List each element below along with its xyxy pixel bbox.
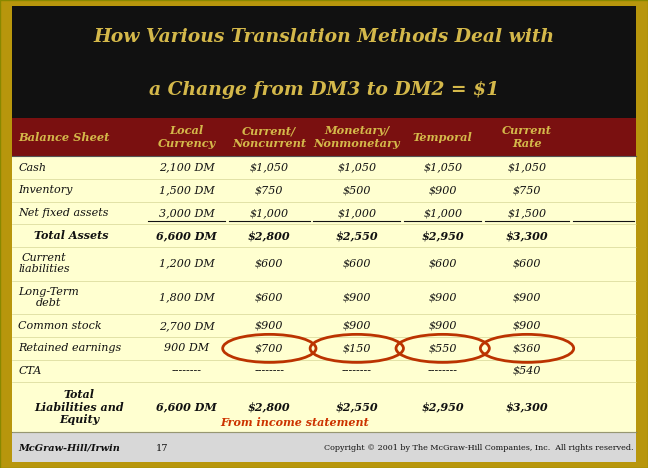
- Text: a Change from DM3 to DM2 = $1: a Change from DM3 to DM2 = $1: [149, 81, 499, 99]
- Text: $900: $900: [428, 292, 457, 302]
- Text: 1,500 DM: 1,500 DM: [159, 185, 214, 195]
- Text: Local
Currency: Local Currency: [157, 125, 216, 149]
- Text: $2,800: $2,800: [248, 402, 291, 413]
- Text: $1,000: $1,000: [337, 208, 376, 218]
- Text: $600: $600: [428, 259, 457, 269]
- Text: Inventory: Inventory: [18, 185, 73, 195]
- Text: $2,550: $2,550: [336, 230, 378, 241]
- Text: $2,550: $2,550: [336, 402, 378, 413]
- Text: Cash: Cash: [18, 163, 46, 173]
- Text: $1,000: $1,000: [249, 208, 289, 218]
- Text: $600: $600: [255, 292, 284, 302]
- Text: $900: $900: [428, 185, 457, 195]
- Text: Long-Term
debt: Long-Term debt: [18, 287, 79, 308]
- Text: $360: $360: [513, 344, 541, 353]
- Text: $600: $600: [513, 259, 541, 269]
- Text: Copyright © 2001 by The McGraw-Hill Companies, Inc.  All rights reserved.: Copyright © 2001 by The McGraw-Hill Comp…: [323, 445, 633, 453]
- Text: $1,050: $1,050: [507, 163, 546, 173]
- Text: Current/
Noncurrent: Current/ Noncurrent: [232, 125, 307, 149]
- Text: $500: $500: [343, 185, 371, 195]
- Text: $900: $900: [428, 321, 457, 331]
- Text: 1,800 DM: 1,800 DM: [159, 292, 214, 302]
- Text: 3,000 DM: 3,000 DM: [159, 208, 214, 218]
- Text: How Various Translation Methods Deal with: How Various Translation Methods Deal wit…: [93, 29, 555, 46]
- Text: $900: $900: [255, 321, 284, 331]
- Text: Total
Liabilities and
Equity: Total Liabilities and Equity: [34, 389, 124, 425]
- Text: 2,700 DM: 2,700 DM: [159, 321, 214, 331]
- Text: $750: $750: [255, 185, 284, 195]
- Text: $900: $900: [343, 292, 371, 302]
- Text: --------: --------: [172, 366, 202, 376]
- Text: CTA: CTA: [18, 366, 41, 376]
- Text: $150: $150: [343, 344, 371, 353]
- Text: $750: $750: [513, 185, 541, 195]
- Text: $1,500: $1,500: [507, 208, 546, 218]
- Text: 2,100 DM: 2,100 DM: [159, 163, 214, 173]
- Text: $900: $900: [513, 292, 541, 302]
- Text: $600: $600: [255, 259, 284, 269]
- Text: Total Assets: Total Assets: [34, 230, 109, 241]
- Text: $900: $900: [343, 321, 371, 331]
- Text: $3,300: $3,300: [505, 230, 548, 241]
- Text: McGraw-Hill/Irwin: McGraw-Hill/Irwin: [18, 444, 120, 453]
- Text: Balance Sheet: Balance Sheet: [18, 132, 110, 143]
- Text: Monetary/
Nonmonetary: Monetary/ Nonmonetary: [314, 125, 400, 149]
- Text: $2,800: $2,800: [248, 230, 291, 241]
- Text: 6,600 DM: 6,600 DM: [156, 402, 217, 413]
- Text: 900 DM: 900 DM: [164, 344, 209, 353]
- Text: Net fixed assets: Net fixed assets: [18, 208, 109, 218]
- Text: Retained earnings: Retained earnings: [18, 344, 121, 353]
- Text: $1,050: $1,050: [249, 163, 289, 173]
- Text: $540: $540: [513, 366, 541, 376]
- Text: $550: $550: [428, 344, 457, 353]
- Text: $1,000: $1,000: [423, 208, 462, 218]
- Text: Common stock: Common stock: [18, 321, 102, 331]
- Text: Current
liabilities: Current liabilities: [18, 253, 70, 274]
- Text: --------: --------: [428, 366, 457, 376]
- Text: 1,200 DM: 1,200 DM: [159, 259, 214, 269]
- Text: $1,050: $1,050: [337, 163, 376, 173]
- Text: $2,950: $2,950: [421, 230, 464, 241]
- Text: --------: --------: [255, 366, 284, 376]
- Text: Temporal: Temporal: [413, 132, 472, 143]
- Text: --------: --------: [341, 366, 372, 376]
- Text: $600: $600: [343, 259, 371, 269]
- Text: 17: 17: [156, 444, 168, 453]
- Text: $900: $900: [513, 321, 541, 331]
- Text: $1,050: $1,050: [423, 163, 462, 173]
- Text: From income statement: From income statement: [221, 417, 369, 428]
- Text: $3,300: $3,300: [505, 402, 548, 413]
- Text: 6,600 DM: 6,600 DM: [156, 230, 217, 241]
- Text: Current
Rate: Current Rate: [502, 125, 552, 149]
- Text: $700: $700: [255, 344, 284, 353]
- Text: $2,950: $2,950: [421, 402, 464, 413]
